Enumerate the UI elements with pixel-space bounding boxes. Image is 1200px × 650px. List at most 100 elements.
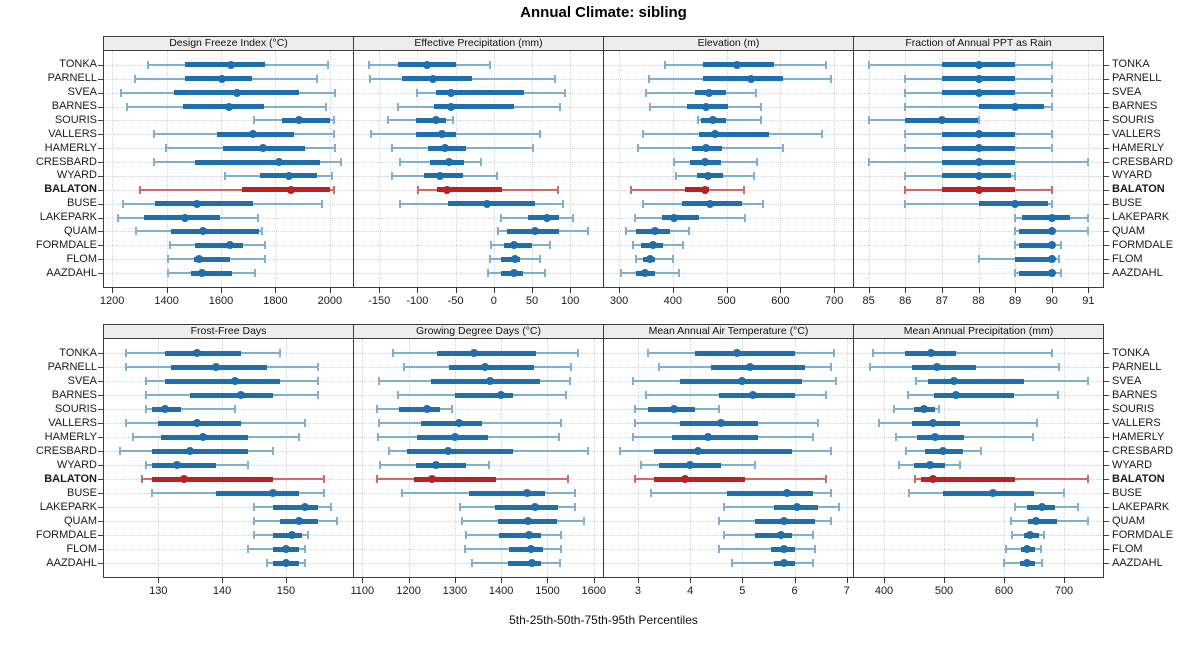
interquartile-bar: [920, 476, 1016, 482]
whisker-cap-95th: [1050, 144, 1053, 153]
vertical-gridline: [362, 339, 364, 577]
horizontal-gridline: [354, 217, 603, 219]
median-dot: [225, 241, 234, 250]
vertical-gridline: [794, 339, 796, 577]
site-label-right: BARNES: [1112, 100, 1158, 113]
site-label-left: CRESBARD: [35, 155, 97, 168]
axis-tick: [329, 288, 331, 293]
axis-tick: [944, 578, 945, 583]
median-dot: [192, 349, 201, 357]
median-dot: [522, 489, 531, 497]
median-dot: [645, 255, 654, 264]
axis-tick-label: 130: [149, 585, 168, 597]
whisker-cap-95th: [297, 433, 300, 441]
row-tick-right: [1104, 273, 1109, 275]
whisker-cap-95th: [304, 545, 307, 553]
median-dot: [733, 349, 742, 357]
whisker-cap-95th: [814, 545, 817, 553]
row-tick-left: [98, 493, 103, 494]
whisker-cap-5th: [487, 269, 490, 278]
axis-tick: [221, 288, 223, 293]
median-dot: [709, 116, 718, 125]
whisker-cap-5th: [402, 363, 405, 371]
whisker-cap-95th: [678, 269, 681, 278]
interquartile-bar: [454, 392, 513, 398]
median-dot: [780, 517, 789, 525]
median-dot: [670, 405, 679, 413]
whisker-cap-5th: [379, 461, 382, 469]
axis-tick: [742, 578, 744, 583]
axis-tick: [1088, 288, 1090, 293]
interquartile-bar: [241, 187, 330, 193]
axis-tick-label: 0: [490, 295, 497, 307]
median-dot: [950, 377, 959, 385]
row-tick-left: [98, 479, 103, 480]
whisker-cap-5th: [152, 130, 155, 139]
site-label-left: TONKA: [59, 58, 97, 71]
median-dot: [173, 461, 182, 469]
whisker-cap-95th: [330, 171, 333, 180]
median-dot: [640, 269, 649, 278]
site-label-left: BUSE: [67, 486, 97, 499]
row-tick-right: [1104, 549, 1109, 550]
site-label-right: LAKEPARK: [1112, 211, 1170, 224]
axis-tick: [493, 288, 495, 293]
axis-tick: [1015, 288, 1017, 293]
median-dot: [974, 158, 983, 167]
axis-tick-label: 1100: [350, 585, 375, 597]
axis-tick: [672, 288, 674, 293]
whisker-cap-5th: [977, 255, 980, 264]
median-dot: [528, 559, 537, 567]
median-dot: [747, 74, 756, 83]
whisker-cap-5th: [642, 130, 645, 139]
median-dot: [937, 116, 946, 125]
panel-strip: Growing Degree Days (°C): [353, 324, 604, 339]
site-label-right: BUSE: [1112, 486, 1142, 499]
axis-tick: [158, 578, 160, 583]
axis-tick: [794, 578, 796, 583]
whisker-cap-5th: [387, 447, 390, 455]
site-label-right: PARNELL: [1112, 360, 1162, 373]
axis-tick-label: 6: [791, 585, 798, 597]
median-dot: [1011, 199, 1020, 208]
whisker-cap-5th: [904, 102, 907, 111]
vertical-gridline: [547, 339, 549, 577]
vertical-gridline: [868, 51, 870, 287]
whisker-cap-95th: [539, 255, 542, 264]
horizontal-gridline: [854, 563, 1103, 564]
whisker-cap-5th: [904, 88, 907, 97]
whisker-cap-5th: [117, 213, 120, 222]
row-tick-right: [1104, 203, 1109, 205]
interquartile-bar: [184, 62, 266, 68]
median-dot: [186, 447, 195, 455]
median-dot: [197, 269, 206, 278]
whisker-cap-95th: [811, 531, 814, 539]
whisker-cap-95th: [559, 102, 562, 111]
vertical-gridline: [222, 339, 224, 577]
horizontal-gridline: [354, 409, 603, 410]
axis-tick: [1064, 578, 1065, 583]
whisker-cap-95th: [558, 433, 561, 441]
row-tick-right: [1104, 78, 1109, 80]
interquartile-bar: [695, 350, 795, 356]
axis-tick-label: 90: [1045, 295, 1058, 307]
row-tick-left: [98, 367, 103, 368]
whisker-cap-5th: [649, 489, 652, 497]
axis-tick-label: -150: [368, 295, 391, 307]
axis-tick: [455, 288, 457, 293]
vertical-gridline: [493, 51, 495, 287]
median-dot: [704, 88, 713, 97]
interquartile-bar: [416, 462, 466, 468]
site-label-left: FORMDALE: [35, 528, 97, 541]
whisker-cap-5th: [723, 503, 726, 511]
whisker-cap-5th: [907, 391, 909, 399]
axis-tick-label: 600: [771, 295, 790, 307]
row-tick-left: [98, 217, 103, 219]
vertical-gridline: [619, 51, 621, 287]
whisker-cap-5th: [150, 489, 153, 497]
median-dot: [429, 74, 438, 83]
whisker-cap-5th: [253, 116, 256, 125]
median-dot: [974, 88, 983, 97]
whisker-cap-5th: [168, 241, 171, 250]
row-tick-left: [98, 353, 103, 354]
